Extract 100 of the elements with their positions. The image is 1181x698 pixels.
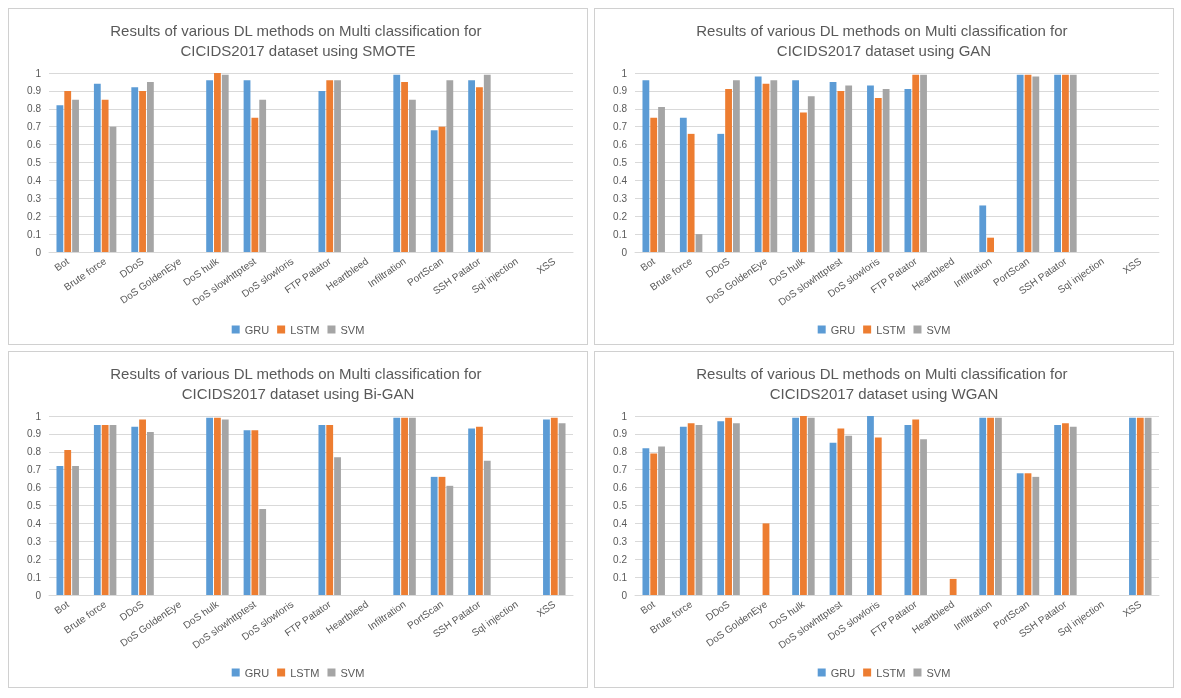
y-tick-label: 0.3	[613, 192, 628, 204]
legend-label: GRU	[244, 323, 270, 336]
legend-label: LSTM	[290, 666, 320, 679]
bar	[446, 80, 454, 252]
x-tick-label: XSS	[1120, 255, 1144, 276]
bar	[56, 466, 64, 595]
legend-label: SVM	[340, 323, 365, 336]
y-tick-label: 0.5	[613, 500, 628, 511]
y-tick-label: 0.4	[27, 174, 42, 186]
y-tick-label: 0.3	[27, 192, 42, 204]
bar	[550, 417, 558, 595]
bar	[1136, 417, 1144, 595]
bar	[483, 460, 491, 595]
y-tick-label: 0.2	[27, 210, 42, 222]
y-tick-label: 0.2	[27, 553, 42, 565]
bar	[326, 424, 334, 595]
bar	[543, 419, 550, 595]
bar	[845, 435, 853, 595]
bar	[101, 424, 109, 595]
bar	[912, 419, 920, 595]
bar	[64, 450, 72, 595]
y-tick-label: 0.4	[613, 174, 628, 186]
bar	[845, 85, 853, 252]
x-tick-label: XSS	[534, 255, 558, 276]
bar	[650, 117, 658, 252]
bar	[259, 509, 267, 595]
bar	[334, 80, 341, 252]
bar	[837, 90, 845, 252]
bar	[476, 87, 483, 252]
y-tick-label: 0.9	[27, 85, 42, 97]
legend-label: SVM	[926, 666, 951, 679]
bar	[483, 74, 491, 252]
bar	[468, 428, 476, 595]
bar	[72, 99, 79, 252]
bar	[334, 457, 341, 595]
bar	[131, 87, 139, 252]
y-tick-label: 0.1	[27, 228, 42, 240]
y-tick-label: 1	[621, 67, 628, 79]
bar	[792, 417, 800, 595]
bar	[920, 74, 927, 252]
bar	[949, 578, 957, 595]
legend-label: GRU	[244, 666, 270, 679]
bar	[642, 80, 650, 252]
bar	[430, 476, 438, 595]
bar	[318, 90, 326, 252]
bar	[904, 89, 912, 252]
bar	[93, 424, 101, 595]
bar	[732, 80, 740, 252]
bar	[807, 96, 815, 252]
bar	[792, 80, 800, 252]
bar	[874, 98, 882, 252]
bar	[874, 437, 882, 595]
bar	[1016, 74, 1024, 252]
bar	[214, 417, 221, 595]
bar	[393, 417, 401, 595]
x-tick-label: Bot	[52, 598, 72, 617]
y-tick-label: 1	[35, 67, 42, 79]
bar	[679, 426, 687, 595]
bar	[64, 90, 72, 252]
y-tick-label: 0.7	[613, 121, 628, 133]
bar	[221, 419, 229, 595]
bar	[904, 424, 912, 595]
y-tick-label: 0.6	[27, 482, 42, 494]
y-tick-label: 0.6	[27, 139, 42, 151]
bar	[468, 80, 476, 252]
bar	[408, 417, 416, 595]
bar	[446, 485, 454, 595]
y-tick-label: 0.3	[27, 535, 42, 547]
bar	[251, 430, 259, 595]
y-tick-label: 0.8	[27, 446, 42, 458]
bar	[251, 117, 259, 252]
bar	[979, 417, 987, 595]
bar	[1054, 74, 1062, 252]
bar	[800, 416, 807, 595]
legend-label: SVM	[340, 666, 365, 679]
bar	[837, 428, 845, 595]
y-tick-label: 0.5	[613, 157, 628, 168]
bar	[326, 80, 334, 252]
y-tick-label: 0.4	[613, 517, 628, 529]
bar	[658, 446, 665, 595]
bar	[318, 424, 326, 595]
chart-title: Results of various DL methods on Multi classification for CICIDS2017 dataset using Bi-GAN	[110, 364, 486, 402]
bar	[1016, 473, 1024, 595]
bar	[994, 417, 1002, 595]
y-tick-label: 0	[35, 589, 42, 601]
y-tick-label: 0.1	[27, 571, 42, 583]
legend-label: SVM	[926, 323, 951, 336]
bar	[221, 74, 229, 252]
bar	[658, 107, 665, 252]
bar	[867, 85, 874, 252]
y-tick-label: 0.1	[613, 228, 628, 240]
bar	[401, 417, 408, 595]
bar	[882, 89, 890, 252]
y-tick-label: 0.4	[27, 517, 42, 529]
x-tick-label: Bot	[638, 598, 658, 617]
bar	[1032, 76, 1040, 252]
x-tick-label: Bot	[52, 255, 72, 274]
bar	[139, 90, 146, 252]
bar	[214, 73, 221, 252]
y-tick-label: 0.5	[27, 157, 42, 168]
